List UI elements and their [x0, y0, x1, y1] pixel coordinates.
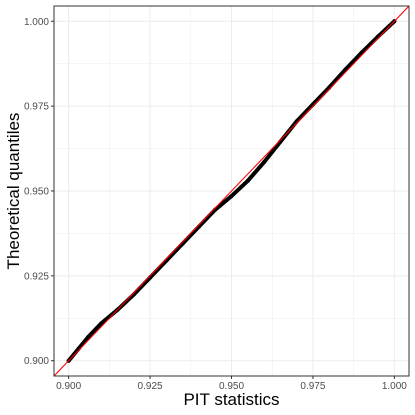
y-tick-label: 0.975	[24, 102, 49, 113]
data-point	[262, 160, 267, 165]
data-point	[86, 334, 91, 339]
y-tick-label: 0.950	[24, 187, 49, 198]
y-axis-title: Theoretical quantiles	[4, 113, 23, 270]
reference-line	[53, 5, 410, 377]
x-tick-label: 0.900	[56, 381, 81, 392]
x-axis-ticks: 0.900 0.925 0.950 0.975 1.000	[56, 376, 407, 392]
x-tick-label: 0.925	[138, 381, 163, 392]
x-axis-title: PIT statistics	[183, 390, 279, 409]
x-tick-label: 1.000	[382, 381, 407, 392]
data-point	[99, 321, 104, 326]
y-tick-label: 0.900	[24, 356, 49, 367]
data-series-path	[66, 19, 397, 363]
data-point	[229, 194, 234, 199]
data-point	[245, 178, 250, 183]
y-tick-label: 1.000	[24, 17, 49, 28]
reference-line-layer	[53, 5, 410, 377]
x-tick-label: 0.950	[219, 381, 244, 392]
y-axis-ticks: 0.900 0.925 0.950 0.975 1.000	[24, 17, 54, 367]
y-tick-label: 0.925	[24, 271, 49, 282]
x-tick-label: 0.975	[300, 381, 325, 392]
